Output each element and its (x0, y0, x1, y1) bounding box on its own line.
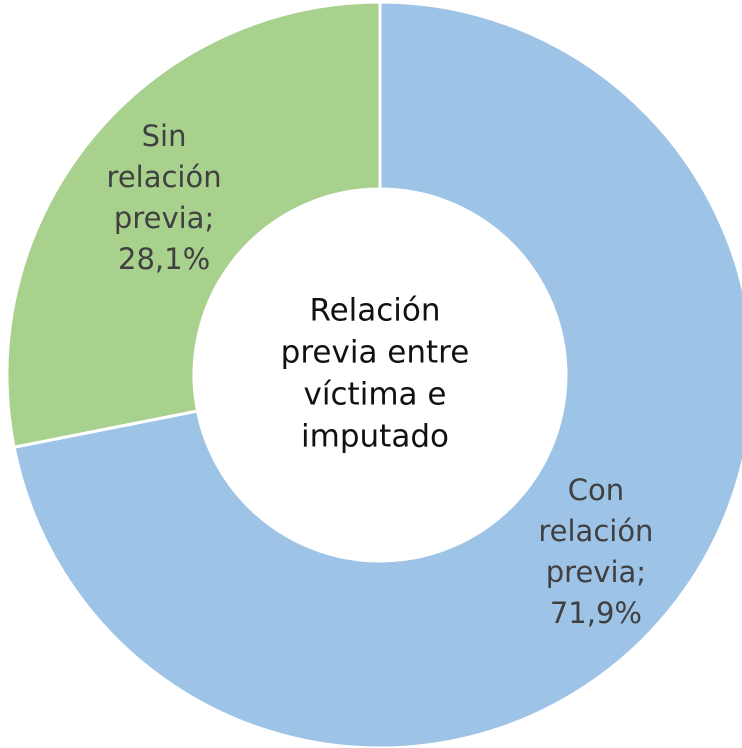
label-separator: ; (204, 200, 215, 235)
donut-slice (5, 0, 382, 449)
center-text: previa entre (281, 335, 470, 371)
label-separator: ; (636, 555, 647, 590)
category-name: Con relación previa (538, 473, 654, 590)
slice-label: Sin relación previa; 28,1% (89, 116, 239, 280)
value-label: 28,1% (118, 241, 211, 276)
slice-label-text: Sin relación previa; 28,1% (89, 116, 239, 280)
slice-label: Con relación previa; 71,9% (521, 470, 671, 634)
center-text: víctima e (304, 377, 447, 413)
value-label: 71,9% (549, 596, 642, 631)
donut-slice (12, 0, 742, 748)
center-text: Relación (309, 293, 440, 329)
category-name: Sin relación previa (106, 118, 222, 235)
slice-label-text: Con relación previa; 71,9% (521, 470, 671, 634)
center-text: imputado (301, 419, 449, 455)
